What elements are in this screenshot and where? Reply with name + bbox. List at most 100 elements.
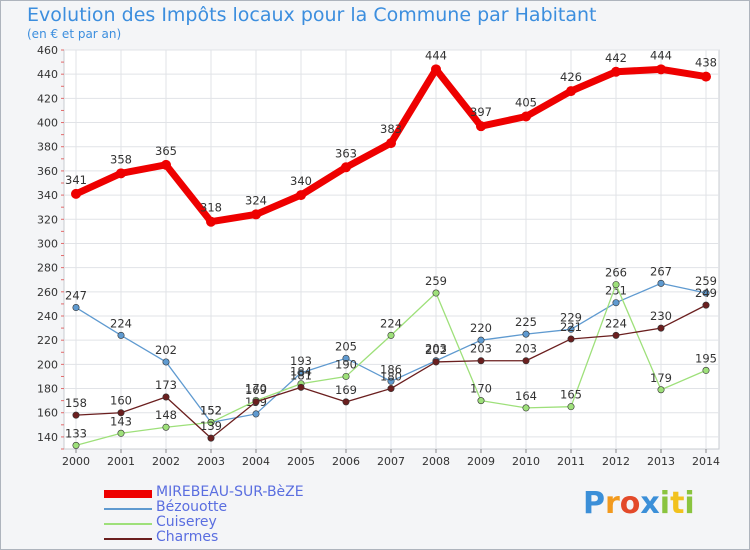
data-label: 259 <box>695 274 717 288</box>
data-point <box>296 190 306 201</box>
logo-letter: r <box>605 486 620 521</box>
data-point <box>702 301 710 309</box>
data-point <box>162 358 170 366</box>
logo-letter: t <box>670 486 685 521</box>
y-tick-label: 440 <box>37 68 58 81</box>
data-label: 267 <box>650 264 672 278</box>
data-label: 324 <box>245 193 267 207</box>
data-label: 438 <box>695 56 717 70</box>
data-point <box>252 398 260 406</box>
data-point <box>612 299 620 307</box>
x-tick-label: 2003 <box>197 455 225 468</box>
data-point <box>567 325 575 333</box>
data-label: 158 <box>65 396 87 410</box>
x-tick-label: 2004 <box>242 455 270 468</box>
data-label: 318 <box>200 201 222 215</box>
data-point <box>342 372 350 380</box>
data-point <box>72 441 80 449</box>
data-label: 426 <box>560 70 582 84</box>
data-label: 203 <box>425 342 447 356</box>
logo-letter: i <box>659 486 671 521</box>
data-label: 164 <box>515 389 537 403</box>
data-label: 383 <box>380 122 402 136</box>
data-label: 444 <box>425 48 447 62</box>
data-point <box>387 385 395 393</box>
data-point <box>522 330 530 338</box>
y-tick-label: 160 <box>37 407 58 420</box>
data-point <box>72 411 80 419</box>
data-point <box>117 409 125 417</box>
data-label: 202 <box>425 343 447 357</box>
data-label: 180 <box>380 370 402 384</box>
data-label: 205 <box>335 339 357 353</box>
data-label: 221 <box>560 320 582 334</box>
data-label: 249 <box>695 286 717 300</box>
data-label: 195 <box>695 351 717 365</box>
x-tick-label: 2000 <box>62 455 90 468</box>
data-label: 341 <box>65 173 87 187</box>
data-label: 365 <box>155 144 177 158</box>
data-point <box>477 397 485 405</box>
x-tick-label: 2009 <box>467 455 495 468</box>
legend-swatch <box>104 490 152 498</box>
data-point <box>297 383 305 391</box>
x-tick-label: 2001 <box>107 455 135 468</box>
data-point <box>297 369 305 377</box>
data-point <box>432 358 440 366</box>
data-point <box>117 331 125 339</box>
data-label: 397 <box>470 105 492 119</box>
data-label: 169 <box>245 383 267 397</box>
chart-subtitle: (en € et par an) <box>27 27 122 41</box>
y-tick-label: 220 <box>37 334 58 347</box>
logo-letter: P <box>583 486 605 521</box>
data-label: 220 <box>470 321 492 335</box>
x-tick-label: 2005 <box>287 455 315 468</box>
proxiti-logo: Proxiti <box>583 486 695 521</box>
data-label: 170 <box>245 382 267 396</box>
data-label: 224 <box>605 316 627 330</box>
data-point <box>342 398 350 406</box>
data-label: 247 <box>65 289 87 303</box>
data-label: 251 <box>605 284 627 298</box>
data-label: 143 <box>110 414 132 428</box>
data-label: 203 <box>470 342 492 356</box>
data-label: 224 <box>110 316 132 330</box>
data-point <box>657 324 665 332</box>
x-tick-label: 2012 <box>602 455 630 468</box>
data-label: 442 <box>605 51 627 65</box>
logo-letter: x <box>640 486 660 521</box>
data-label: 160 <box>110 394 132 408</box>
data-point <box>612 281 620 289</box>
data-label: 173 <box>155 378 177 392</box>
y-tick-label: 460 <box>37 44 58 57</box>
data-point <box>251 209 261 220</box>
x-tick-label: 2013 <box>647 455 675 468</box>
x-tick-label: 2008 <box>422 455 450 468</box>
data-label: 405 <box>515 96 537 110</box>
data-point <box>702 289 710 297</box>
data-point <box>521 111 531 122</box>
y-tick-label: 360 <box>37 165 58 178</box>
data-point <box>206 216 216 227</box>
data-label: 179 <box>650 371 672 385</box>
y-tick-label: 200 <box>37 358 58 371</box>
data-point <box>701 71 711 82</box>
data-point <box>702 366 710 374</box>
data-label: 184 <box>290 365 312 379</box>
data-point <box>72 304 80 312</box>
data-point <box>387 377 395 385</box>
data-point <box>611 66 621 77</box>
y-tick-label: 340 <box>37 189 58 202</box>
y-tick-label: 380 <box>37 141 58 154</box>
legend-label: MIREBEAU-SUR-BèZE <box>156 484 304 500</box>
data-point <box>567 403 575 411</box>
data-label: 186 <box>380 362 402 376</box>
data-point <box>162 423 170 431</box>
data-point <box>477 357 485 365</box>
data-label: 190 <box>335 357 357 371</box>
data-point <box>207 418 215 426</box>
y-tick-label: 260 <box>37 286 58 299</box>
data-label: 152 <box>200 403 222 417</box>
data-label: 165 <box>560 388 582 402</box>
